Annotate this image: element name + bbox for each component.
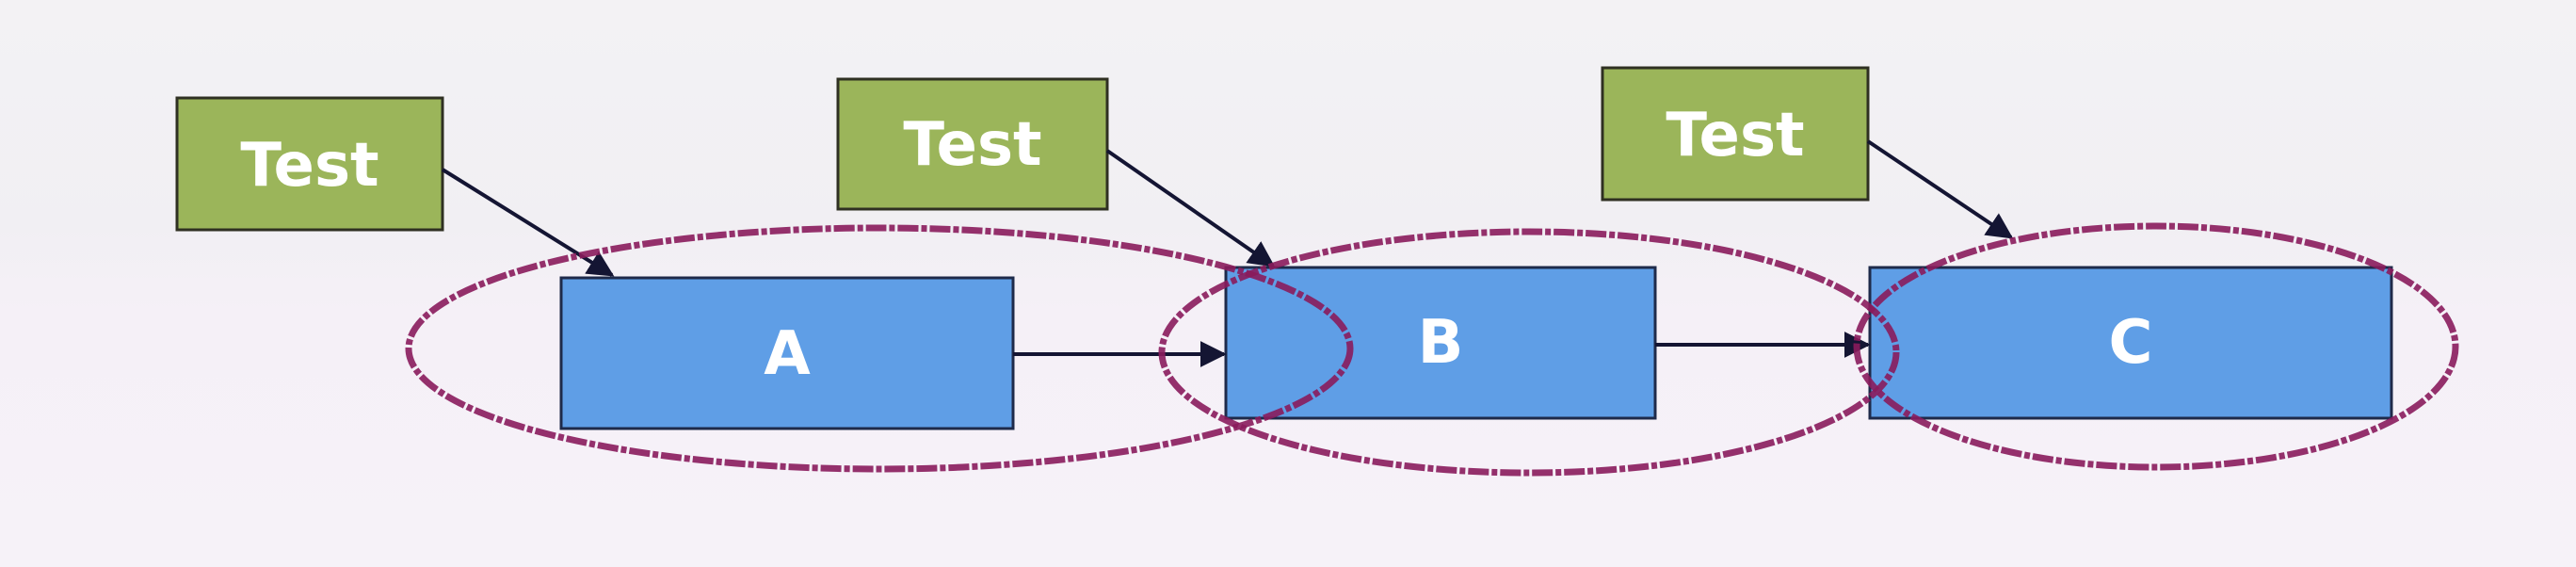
test-box-c: Test xyxy=(1601,66,1870,202)
test-c-label: Test xyxy=(1666,101,1804,170)
block-b: B xyxy=(1224,266,1657,420)
ellipse-group-a xyxy=(405,224,1354,473)
test-b-label: Test xyxy=(903,110,1041,180)
test-b-to-block-b-arrow xyxy=(1105,149,1276,267)
ellipse-group-c xyxy=(1853,222,2459,471)
grouping-ellipses xyxy=(405,222,2459,477)
test-box-b: Test xyxy=(836,77,1109,211)
block-c: C xyxy=(1868,266,2393,420)
test-c-to-block-c-arrow xyxy=(1866,139,2014,239)
test-a-label: Test xyxy=(240,131,378,201)
ellipse-group-b xyxy=(1158,228,1900,477)
block-a-label: A xyxy=(764,319,811,389)
block-a: A xyxy=(559,276,1015,430)
block-c-label: C xyxy=(2109,308,2153,378)
test-a-to-block-a-arrow xyxy=(441,168,615,277)
test-box-a: Test xyxy=(175,96,444,232)
block-b-label: B xyxy=(1418,308,1464,378)
